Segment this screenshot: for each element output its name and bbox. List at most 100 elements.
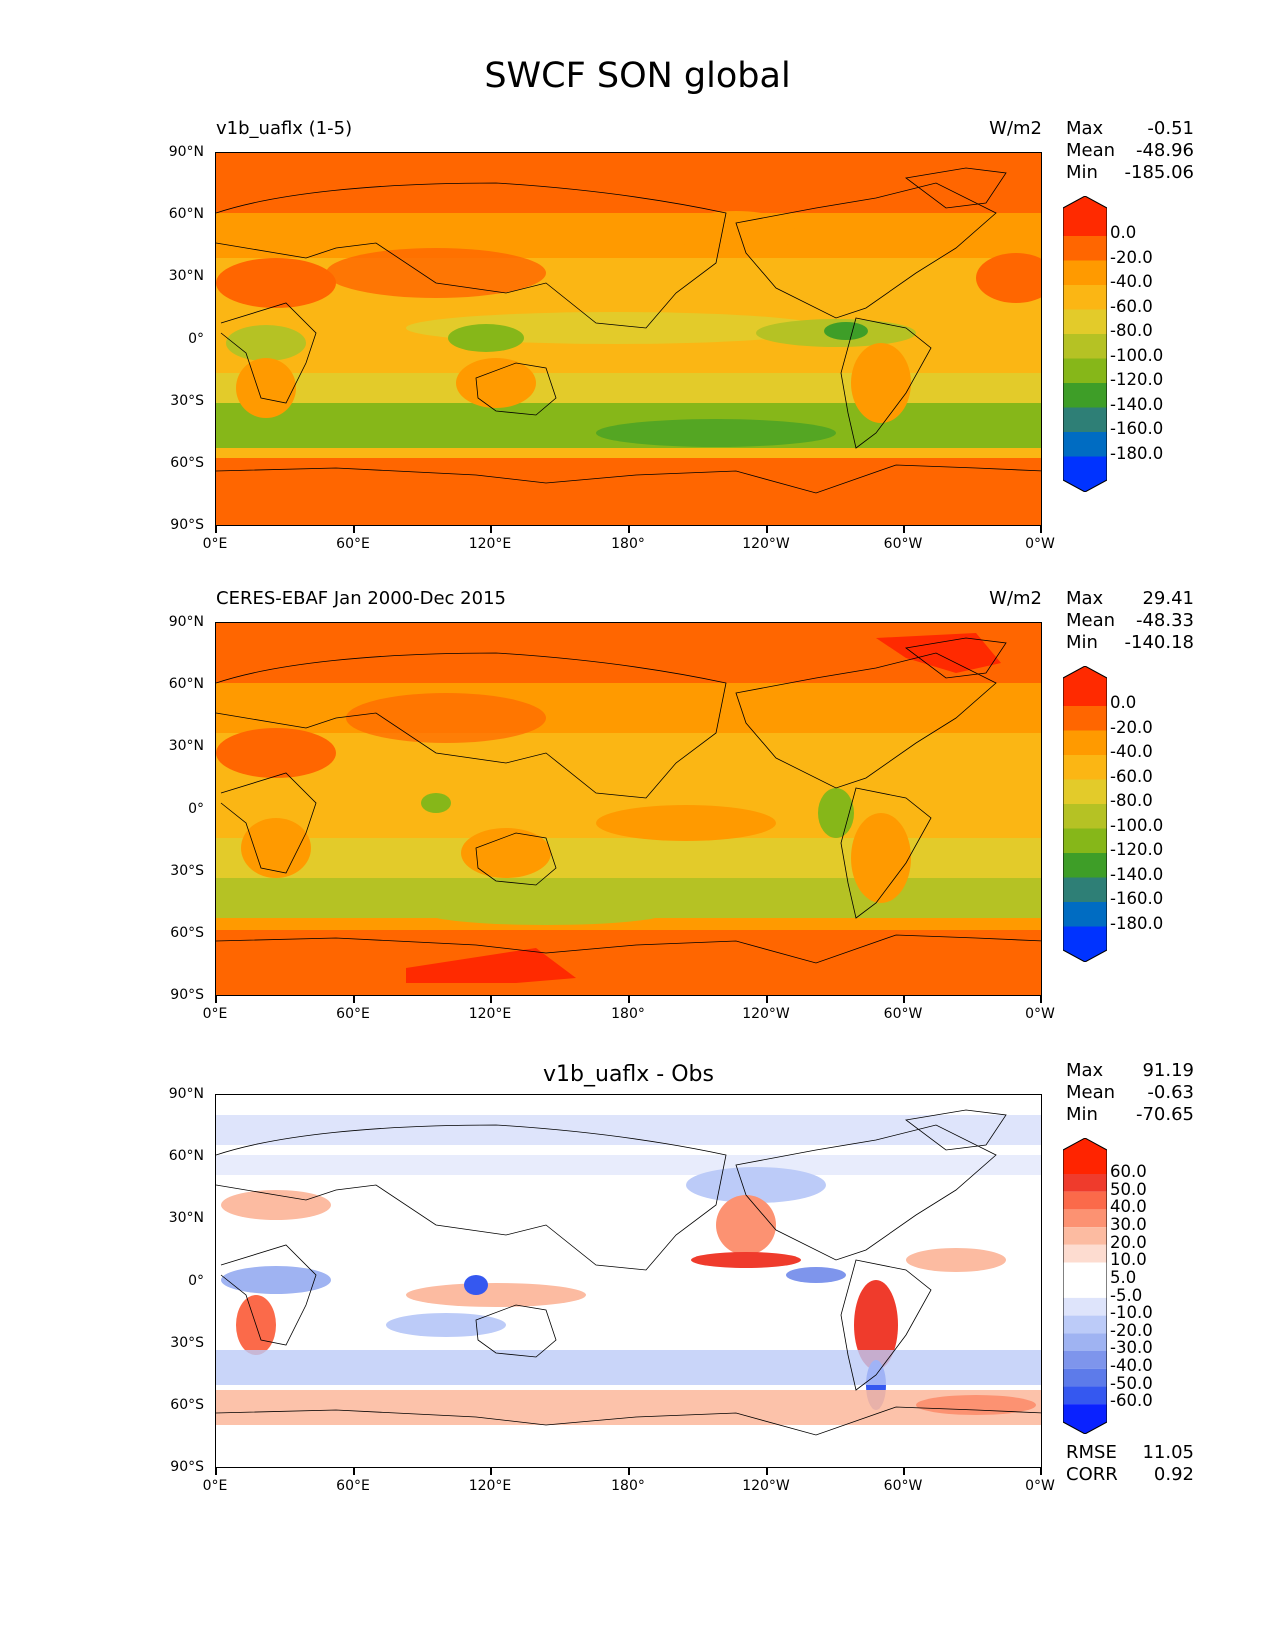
cbar-swatch	[1063, 1191, 1107, 1210]
field-features	[216, 211, 1041, 447]
cbar-label: -80.0	[1110, 321, 1153, 340]
band-southern-ocean-edge	[216, 918, 1041, 930]
cbar-label: -100.0	[1110, 346, 1164, 365]
stats-box: Max 29.41 Mean -48.33 Min -140.18	[1066, 588, 1194, 654]
xtick-mark	[215, 995, 217, 1003]
xtick-mark	[628, 525, 630, 533]
map-plot	[215, 1094, 1042, 1468]
panel-title: v1b_uaflx (1-5)	[216, 118, 353, 139]
cbar-swatch	[1063, 309, 1107, 334]
coastline-south-america	[840, 787, 932, 919]
cbar-label: 5.0	[1110, 1268, 1137, 1287]
panel-obs: CERES-EBAF Jan 2000-Dec 2015 W/m2	[0, 470, 1275, 1022]
panel-diff: v1b_uaflx - Obs	[0, 940, 1275, 1494]
coastline-africa	[220, 1244, 317, 1346]
ytick-label: 90°N	[168, 1086, 204, 1102]
cbar-label: -120.0	[1110, 840, 1164, 859]
colorbar-svg	[1062, 195, 1108, 493]
region	[216, 728, 336, 778]
cbar-swatch	[1063, 1351, 1107, 1369]
cbar-label: 20.0	[1110, 1233, 1147, 1252]
metric-rmse: 11.05	[1142, 1442, 1194, 1463]
stat-label: Mean	[1066, 1082, 1116, 1103]
ytick-label: 90°S	[170, 1459, 204, 1475]
cbar-swatch	[1063, 804, 1107, 829]
region	[906, 1248, 1006, 1272]
ytick-label: 60°S	[170, 1397, 204, 1413]
coastline-eurasia	[216, 1124, 727, 1271]
cbar-swatch	[1063, 1280, 1107, 1298]
ytick-label: 0°	[188, 331, 204, 347]
band-south-sub	[216, 838, 1041, 878]
coastline-australia	[475, 832, 557, 886]
region	[406, 1283, 586, 1307]
cbar-swatch	[1063, 755, 1107, 780]
cbar-swatch	[1063, 877, 1107, 902]
field-svg	[216, 1095, 1041, 1467]
xtick-label: 60°E	[336, 1006, 370, 1022]
metric-corr: 0.92	[1153, 1464, 1194, 1485]
cbar-swatch	[1063, 730, 1107, 755]
cbar-label: -140.0	[1110, 865, 1164, 884]
xtick-label: 120°E	[468, 1478, 512, 1494]
region	[216, 1350, 1041, 1385]
xtick-label: 60°E	[336, 1478, 370, 1494]
xtick-label: 60°E	[336, 536, 370, 552]
cbar-label: -40.0	[1110, 742, 1153, 761]
cbar-label: 0.0	[1110, 693, 1137, 712]
cbar-swatch	[1063, 1315, 1107, 1334]
stats-box: Max 91.19 Mean -0.63 Min -70.65	[1066, 1060, 1194, 1126]
xtick-label: 0°W	[1025, 1478, 1055, 1494]
stat-label: Max	[1066, 588, 1104, 609]
cbar-swatch	[1063, 779, 1107, 804]
colorbar	[1062, 1137, 1108, 1438]
cbar-extend-max	[1063, 1138, 1107, 1174]
region	[596, 419, 836, 447]
cbar-label: -120.0	[1110, 370, 1164, 389]
coastlines	[216, 637, 1041, 964]
cbar-swatch	[1063, 1244, 1107, 1263]
ytick-label: 90°N	[168, 614, 204, 630]
stat-label: Min	[1066, 632, 1098, 653]
region	[851, 813, 911, 903]
ytick-label: 60°S	[170, 925, 204, 941]
region	[464, 1275, 488, 1295]
xtick-mark	[628, 995, 630, 1003]
xtick-mark	[353, 995, 355, 1003]
cbar-swatch	[1063, 853, 1107, 878]
stat-max: 91.19	[1142, 1060, 1194, 1081]
xtick-label: 120°W	[742, 1478, 790, 1494]
cbar-swatch	[1063, 1262, 1107, 1281]
cbar-label: 60.0	[1110, 1162, 1147, 1181]
cbar-label: -60.0	[1110, 297, 1153, 316]
xtick-mark	[1040, 1467, 1042, 1475]
coastline-north-america	[735, 652, 997, 789]
metric-label: CORR	[1066, 1464, 1118, 1485]
xtick-mark	[353, 525, 355, 533]
region	[461, 828, 551, 878]
colorbar-svg	[1062, 1137, 1108, 1435]
xtick-mark	[490, 1467, 492, 1475]
cbar-label: -140.0	[1110, 395, 1164, 414]
xtick-label: 120°W	[742, 1006, 790, 1022]
region	[426, 901, 666, 925]
xtick-label: 180°	[611, 536, 645, 552]
region	[686, 1167, 826, 1203]
region	[221, 1190, 331, 1220]
stat-min: -140.18	[1124, 632, 1194, 653]
coastline-australia	[475, 362, 557, 416]
ytick-label: 0°	[188, 1273, 204, 1289]
field-features	[216, 633, 1001, 983]
ytick-label: 30°N	[168, 738, 204, 754]
xtick-mark	[1040, 525, 1042, 533]
cbar-swatch	[1063, 358, 1107, 383]
xtick-mark	[490, 525, 492, 533]
xtick-label: 60°W	[883, 1006, 923, 1022]
cbar-label: 0.0	[1110, 223, 1137, 242]
colorbar-svg	[1062, 665, 1108, 963]
cbar-label: -10.0	[1110, 1303, 1153, 1322]
xtick-mark	[353, 1467, 355, 1475]
field-svg	[216, 623, 1041, 995]
cbar-label: -50.0	[1110, 1374, 1153, 1393]
region	[456, 358, 536, 408]
